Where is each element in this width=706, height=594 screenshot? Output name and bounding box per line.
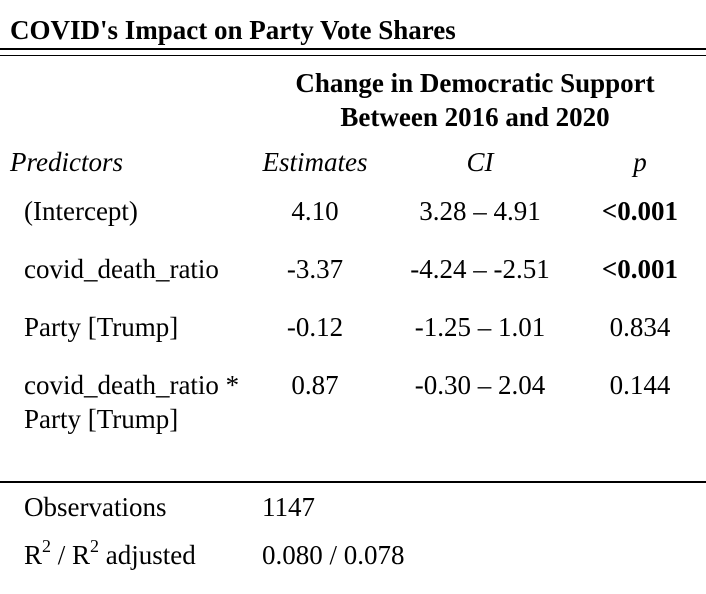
header-predictors: Predictors	[10, 147, 123, 177]
estimate-cell: 4.10	[291, 196, 339, 226]
footer-rule	[0, 481, 706, 483]
header-estimates: Estimates	[262, 147, 368, 177]
ci-cell: -4.24 – -2.51	[410, 254, 550, 284]
dependent-variable-line-1: Change in Democratic Support	[295, 68, 655, 98]
predictor-cell: Party [Trump]	[24, 312, 179, 342]
ci-cell: 3.28 – 4.91	[419, 196, 541, 226]
header-p: p	[633, 147, 647, 177]
ci-cell: -0.30 – 2.04	[414, 370, 546, 400]
r-squared-adjusted-text: adjusted	[99, 540, 196, 570]
r-squared-separator: / R	[51, 540, 91, 570]
estimate-cell: -3.37	[286, 254, 344, 284]
p-value-cell: 0.834	[609, 312, 671, 342]
top-rule	[0, 48, 706, 50]
ci-cell: -1.25 – 1.01	[414, 312, 546, 342]
dependent-variable-line-2: Between 2016 and 2020	[340, 102, 610, 132]
observations-label: Observations	[24, 492, 167, 522]
header-ci: CI	[466, 147, 494, 177]
r-squared-exponent: 2	[42, 536, 52, 556]
p-value-cell: <0.001	[601, 196, 679, 226]
estimate-cell: 0.87	[291, 370, 339, 400]
estimate-cell: -0.12	[286, 312, 344, 342]
p-value-cell: <0.001	[601, 254, 679, 284]
predictor-cell: covid_death_ratio * Party [Trump]	[24, 370, 240, 434]
r-squared-symbol: R	[24, 540, 43, 570]
top-rule-secondary	[0, 55, 706, 56]
observations-value: 1147	[262, 492, 315, 522]
r-squared-adjusted-exponent: 2	[90, 536, 100, 556]
dependent-variable-header: Change in Democratic Support Between 201…	[250, 66, 700, 134]
r-squared-label: R2 / R2 adjusted	[24, 536, 196, 572]
p-value-cell: 0.144	[609, 370, 671, 400]
table-caption: COVID's Impact on Party Vote Shares	[10, 15, 456, 45]
predictor-cell: (Intercept)	[24, 196, 138, 226]
r-squared-value: 0.080 / 0.078	[262, 540, 405, 570]
predictor-cell: covid_death_ratio	[24, 254, 219, 284]
